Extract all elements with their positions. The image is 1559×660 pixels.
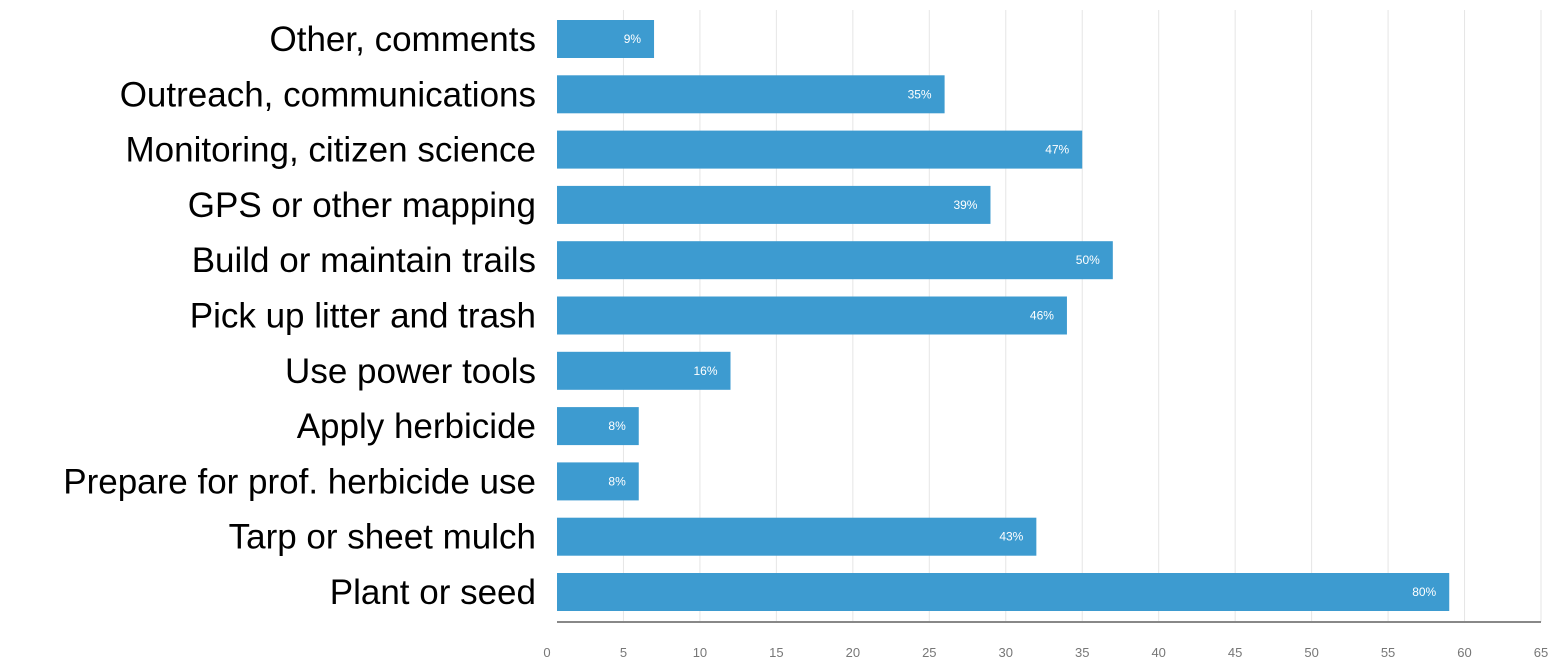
category-label: Pick up litter and trash	[190, 297, 536, 336]
x-tick-labels: 0 5 10 15 20 25 30 35 40 45 50 55 60 65	[543, 645, 1548, 660]
bars: 9% 35% 47% 39% 50% 46% 16% 8% 8% 43% 80%	[557, 20, 1450, 611]
x-tick-label: 20	[846, 645, 860, 660]
category-label: GPS or other mapping	[188, 186, 536, 225]
bar-data-label: 46%	[1030, 309, 1054, 323]
bar	[557, 573, 1450, 611]
bar	[557, 130, 1083, 169]
x-tick-label: 55	[1381, 645, 1395, 660]
bar	[557, 517, 1037, 556]
bar	[557, 351, 731, 390]
category-label: Apply herbicide	[297, 407, 536, 446]
bar-data-label: 39%	[953, 198, 977, 212]
x-tick-label: 30	[999, 645, 1013, 660]
x-tick-label: 40	[1151, 645, 1165, 660]
bar-data-label: 8%	[608, 419, 626, 433]
category-label: Outreach, communications	[120, 75, 536, 114]
bar-data-label: 47%	[1045, 143, 1069, 157]
x-tick-label: 35	[1075, 645, 1089, 660]
bar-data-label: 35%	[908, 87, 932, 101]
x-tick-label: 65	[1534, 645, 1548, 660]
x-tick-label: 15	[769, 645, 783, 660]
bar	[557, 296, 1067, 335]
bar	[557, 185, 991, 224]
category-label: Monitoring, citizen science	[126, 131, 536, 170]
bar	[557, 75, 945, 114]
bar-data-label: 50%	[1076, 253, 1100, 267]
category-label: Build or maintain trails	[192, 241, 536, 280]
bar-data-label: 80%	[1412, 585, 1436, 599]
x-tick-label: 45	[1228, 645, 1242, 660]
x-tick-label: 10	[693, 645, 707, 660]
bar-data-label: 43%	[999, 530, 1023, 544]
category-label: Tarp or sheet mulch	[229, 518, 536, 557]
category-label: Use power tools	[285, 352, 536, 391]
category-label: Plant or seed	[330, 573, 536, 612]
x-tick-label: 60	[1457, 645, 1471, 660]
x-tick-label: 0	[543, 645, 550, 660]
x-tick-label: 50	[1304, 645, 1318, 660]
bar	[557, 462, 639, 501]
category-labels: Other, comments Outreach, communications M…	[63, 20, 536, 612]
category-label: Prepare for prof. herbicide use	[63, 462, 536, 501]
x-tick-label: 25	[922, 645, 936, 660]
bar-data-label: 8%	[608, 474, 626, 488]
bar-data-label: 9%	[624, 32, 642, 46]
category-label: Other, comments	[270, 20, 536, 59]
x-tick-label: 5	[620, 645, 627, 660]
bar-data-label: 16%	[693, 364, 717, 378]
bar	[557, 407, 639, 446]
bar	[557, 241, 1113, 280]
bar	[557, 20, 655, 58]
